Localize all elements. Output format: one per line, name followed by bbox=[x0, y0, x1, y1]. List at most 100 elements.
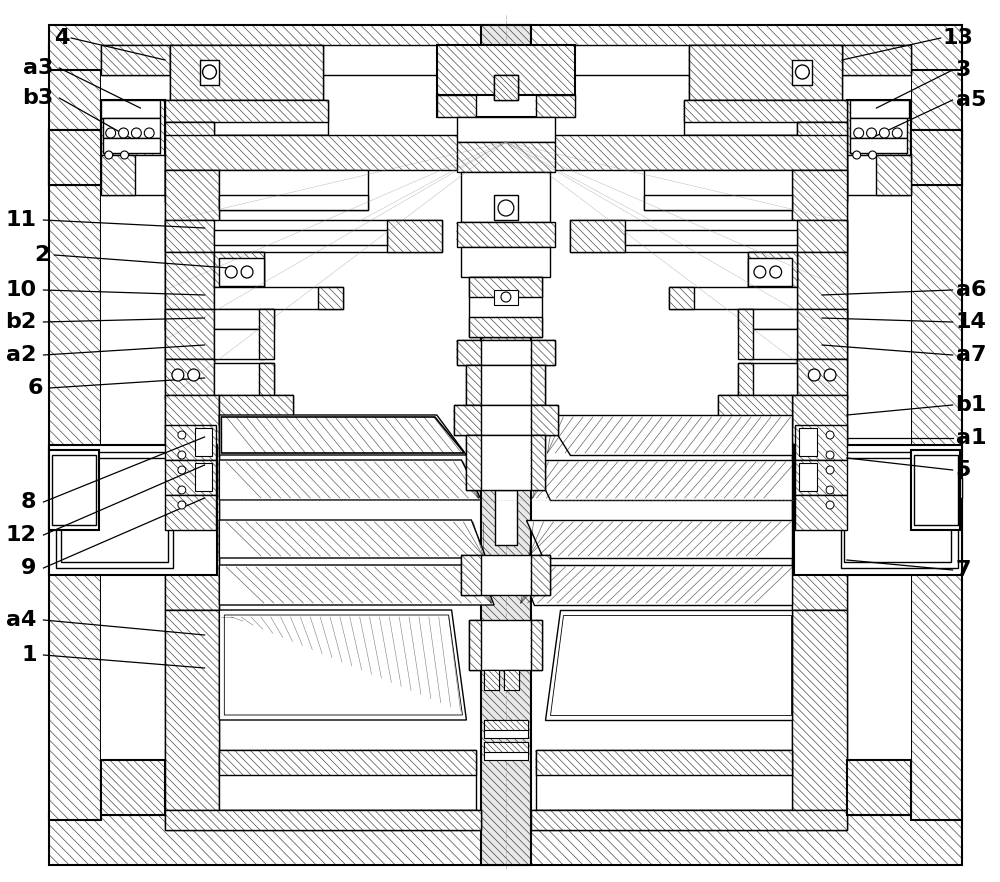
Circle shape bbox=[119, 128, 128, 138]
Bar bbox=[536, 95, 575, 117]
Bar bbox=[484, 720, 528, 730]
Bar bbox=[49, 130, 101, 185]
Circle shape bbox=[178, 486, 186, 494]
Bar bbox=[165, 170, 219, 330]
Bar bbox=[847, 155, 911, 195]
Bar bbox=[504, 670, 519, 690]
Bar bbox=[799, 428, 817, 456]
Bar bbox=[792, 170, 847, 330]
Bar bbox=[570, 220, 847, 252]
Bar bbox=[792, 60, 812, 85]
Bar bbox=[165, 100, 328, 135]
Bar bbox=[481, 25, 531, 865]
Bar bbox=[531, 810, 847, 830]
Bar bbox=[437, 95, 575, 117]
Bar bbox=[165, 309, 214, 359]
Bar bbox=[797, 252, 847, 382]
Bar bbox=[795, 460, 847, 495]
Bar bbox=[504, 670, 519, 690]
Bar bbox=[214, 329, 264, 359]
Circle shape bbox=[203, 65, 216, 79]
Bar bbox=[170, 45, 323, 100]
Circle shape bbox=[144, 128, 154, 138]
Bar bbox=[799, 463, 817, 491]
Bar bbox=[531, 405, 558, 435]
Bar bbox=[219, 750, 476, 810]
Polygon shape bbox=[219, 610, 466, 720]
Bar bbox=[49, 450, 99, 530]
Bar bbox=[494, 75, 518, 100]
Circle shape bbox=[501, 292, 511, 302]
Bar bbox=[850, 118, 907, 138]
Bar bbox=[165, 309, 214, 359]
Bar bbox=[795, 425, 847, 460]
Polygon shape bbox=[526, 520, 792, 558]
Bar bbox=[101, 155, 135, 195]
Bar bbox=[625, 230, 797, 245]
Bar bbox=[165, 810, 481, 830]
Bar bbox=[718, 395, 792, 425]
Circle shape bbox=[131, 128, 141, 138]
Bar bbox=[165, 460, 216, 495]
Bar bbox=[454, 405, 481, 435]
Bar bbox=[259, 309, 274, 359]
Bar bbox=[466, 435, 481, 490]
Bar bbox=[165, 495, 216, 530]
Text: a3: a3 bbox=[23, 58, 53, 78]
Bar bbox=[101, 45, 170, 75]
Bar bbox=[911, 450, 960, 530]
Bar bbox=[457, 222, 555, 247]
Bar bbox=[466, 365, 481, 405]
Polygon shape bbox=[518, 565, 792, 605]
Text: a6: a6 bbox=[956, 280, 986, 300]
Bar bbox=[387, 220, 442, 252]
Bar bbox=[795, 495, 847, 530]
Polygon shape bbox=[219, 565, 494, 605]
Circle shape bbox=[178, 501, 186, 509]
Text: 2: 2 bbox=[34, 245, 49, 265]
Bar bbox=[738, 309, 753, 359]
Bar bbox=[914, 455, 958, 525]
Bar bbox=[541, 135, 847, 170]
Bar bbox=[850, 100, 909, 118]
Bar bbox=[214, 287, 343, 309]
Bar bbox=[457, 142, 555, 172]
Bar bbox=[469, 277, 542, 337]
Bar bbox=[214, 135, 328, 170]
Circle shape bbox=[808, 369, 820, 381]
Bar bbox=[165, 220, 442, 252]
Circle shape bbox=[867, 128, 876, 138]
Circle shape bbox=[826, 431, 834, 439]
Circle shape bbox=[869, 151, 876, 159]
Text: 14: 14 bbox=[956, 312, 986, 332]
Bar bbox=[684, 100, 847, 135]
Bar bbox=[748, 252, 797, 287]
Bar bbox=[214, 309, 274, 329]
Bar bbox=[847, 760, 911, 815]
Bar bbox=[219, 395, 293, 425]
Bar bbox=[101, 70, 481, 815]
Bar bbox=[536, 750, 792, 775]
Bar bbox=[165, 170, 219, 330]
Bar bbox=[49, 478, 69, 498]
Bar bbox=[494, 195, 518, 220]
Bar bbox=[911, 130, 962, 185]
Bar bbox=[101, 760, 165, 815]
Text: 3: 3 bbox=[956, 60, 971, 80]
Circle shape bbox=[826, 451, 834, 459]
Text: 7: 7 bbox=[956, 560, 971, 580]
Bar bbox=[738, 309, 797, 329]
Bar bbox=[214, 252, 264, 287]
Circle shape bbox=[826, 466, 834, 474]
Bar bbox=[165, 122, 214, 202]
Circle shape bbox=[879, 128, 889, 138]
Circle shape bbox=[121, 151, 128, 159]
Bar bbox=[531, 365, 545, 405]
Bar bbox=[457, 117, 555, 142]
Circle shape bbox=[241, 266, 253, 278]
Bar bbox=[457, 340, 481, 365]
Bar bbox=[484, 742, 528, 760]
Bar bbox=[531, 340, 555, 365]
Bar bbox=[165, 395, 219, 610]
Bar bbox=[49, 445, 217, 575]
